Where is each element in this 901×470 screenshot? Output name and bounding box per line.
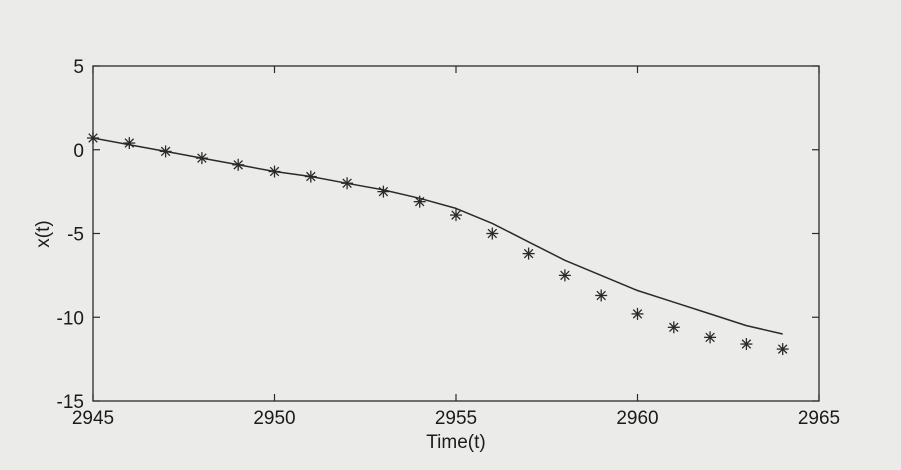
data-point-marker [232, 158, 245, 171]
plot-area [92, 65, 820, 402]
data-point-marker [704, 331, 717, 344]
tick-labels: 2945 2950 2955 2960 2965 5 0 -5 -10 -15 [57, 57, 841, 429]
x-tick-label: 2960 [616, 408, 658, 429]
data-point-marker [413, 195, 426, 208]
data-point-marker [558, 269, 571, 282]
data-point-marker [486, 227, 499, 240]
y-tick-label: -5 [67, 225, 84, 246]
data-point-marker [776, 343, 789, 356]
y-tick-label: 5 [73, 57, 84, 78]
data-point-marker [304, 170, 317, 183]
data-point-marker [740, 338, 753, 351]
data-point-marker [159, 145, 172, 158]
data-point-marker [268, 165, 281, 178]
data-point-marker [195, 152, 208, 165]
data-point-marker [87, 132, 99, 145]
x-tick-label: 2950 [253, 408, 295, 429]
y-tick-label: -10 [57, 308, 84, 329]
data-point-marker [595, 289, 608, 302]
data-point-marker [123, 137, 136, 150]
data-point-marker [450, 209, 462, 222]
data-point-marker [667, 321, 680, 334]
x-tick-label: 2955 [435, 408, 477, 429]
data-point-marker [341, 177, 354, 190]
x-tick-label: 2965 [798, 408, 840, 429]
x-tick-label: 2945 [72, 408, 114, 429]
series-line [92, 137, 783, 335]
axis-ticks [92, 65, 820, 402]
data-point-marker [631, 307, 644, 320]
x-axis-label: Time(t) [426, 432, 485, 453]
data-point-marker [377, 185, 390, 198]
series-layer [87, 132, 789, 356]
y-tick-label: -15 [57, 392, 84, 413]
y-tick-label: 0 [73, 141, 84, 162]
y-axis-label: x(t) [33, 220, 54, 247]
data-point-marker [522, 247, 535, 260]
